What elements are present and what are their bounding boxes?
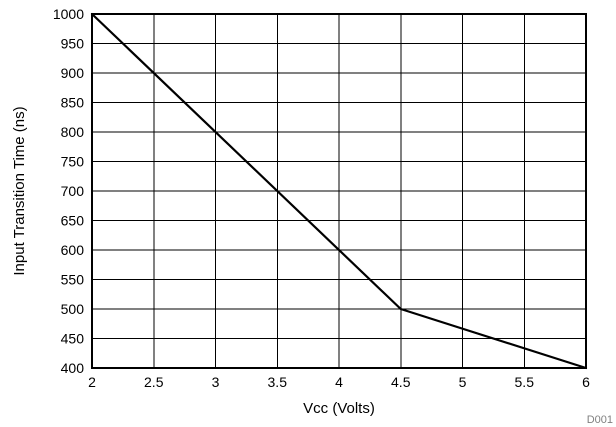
- x-axis-ticks: 2 2.5 3 3.5 4 4.5 5 5.5 6: [88, 374, 590, 390]
- y-tick-label: 400: [61, 360, 85, 376]
- x-tick-label: 2.5: [144, 374, 164, 390]
- grid: [91, 13, 587, 369]
- y-tick-label: 900: [61, 65, 85, 81]
- x-tick-label: 4: [335, 374, 343, 390]
- y-tick-label: 650: [61, 213, 85, 229]
- y-axis-title: Input Transition Time (ns): [11, 106, 28, 275]
- series-line: [90, 12, 588, 370]
- x-tick-label: 4.5: [391, 374, 411, 390]
- x-tick-label: 6: [582, 374, 590, 390]
- x-tick-label: 5.5: [515, 374, 535, 390]
- y-tick-label: 700: [61, 183, 85, 199]
- y-tick-label: 950: [61, 36, 85, 52]
- x-axis-title: Vcc (Volts): [303, 400, 375, 417]
- y-tick-label: 550: [61, 272, 85, 288]
- x-tick-label: 3.5: [268, 374, 288, 390]
- series-layer: [90, 12, 588, 370]
- plot-area-frame: [91, 13, 587, 369]
- y-tick-label: 600: [61, 242, 85, 258]
- figure-code-label: D001: [587, 414, 613, 426]
- x-tick-label: 5: [459, 374, 467, 390]
- y-tick-label: 850: [61, 95, 85, 111]
- y-tick-label: 800: [61, 124, 85, 140]
- y-axis-ticks: 1000 950 900 850 800 750 700 650 600 550 500 450 400: [53, 6, 84, 376]
- x-tick-label: 2: [88, 374, 96, 390]
- y-tick-label: 750: [61, 154, 85, 170]
- y-tick-label: 450: [61, 331, 85, 347]
- y-tick-label: 500: [61, 301, 85, 317]
- x-tick-label: 3: [212, 374, 220, 390]
- y-tick-label: 1000: [53, 6, 84, 22]
